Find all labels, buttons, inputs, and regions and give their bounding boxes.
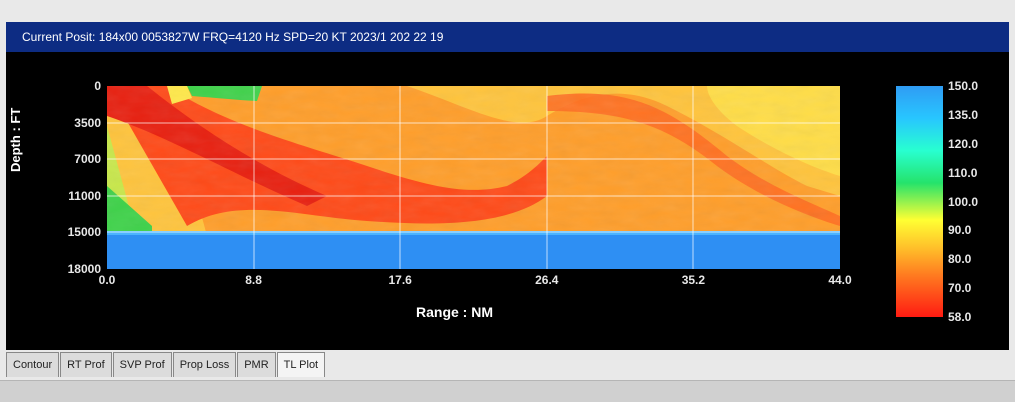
colorbar-tick-label: 70.0 <box>948 281 972 296</box>
y-tick-label: 18000 <box>67 262 101 276</box>
colorbar-tick-label: 110.0 <box>948 165 978 180</box>
tab-svp-prof[interactable]: SVP Prof <box>112 352 172 377</box>
bottom-layer <box>107 234 840 269</box>
tab-strip: Contour RT Prof SVP Prof Prop Loss PMR TL Plo… <box>6 352 326 378</box>
tab-prop-loss[interactable]: Prop Loss <box>172 352 237 377</box>
x-tick-label: 26.4 <box>535 273 559 287</box>
colorbar <box>896 86 943 317</box>
title-text: Current Posit: 184x00 0053827W FRQ=4120 … <box>22 30 444 44</box>
x-tick-label: 0.0 <box>98 273 116 287</box>
y-tick-label: 15000 <box>67 225 101 240</box>
colorbar-tick-label: 90.0 <box>948 223 972 238</box>
x-tick-label: 35.2 <box>681 273 706 287</box>
plot-panel: Depth : FT Range : NM 0 3500 7000 11000 1500… <box>6 52 1009 350</box>
bottom-layer-top <box>107 231 840 235</box>
x-tick-label: 44.0 <box>828 273 852 287</box>
y-tick-label: 3500 <box>74 115 101 130</box>
y-axis-label: Depth : FT <box>8 107 23 172</box>
texture <box>107 86 840 236</box>
grid <box>107 86 840 269</box>
colorbar-tick-label: 120.0 <box>948 136 979 151</box>
status-bar <box>0 380 1015 402</box>
x-tick-label: 17.6 <box>388 273 412 287</box>
tab-rt-prof[interactable]: RT Prof <box>60 352 112 377</box>
tab-pmr[interactable]: PMR <box>237 352 276 377</box>
x-tick-label: 8.8 <box>245 273 262 287</box>
heatmap-plot <box>107 86 840 269</box>
colorbar-tick-label: 100.0 <box>948 194 979 209</box>
y-tick-label: 0 <box>94 79 101 93</box>
title-bar: Current Posit: 184x00 0053827W FRQ=4120 … <box>6 22 1009 52</box>
x-axis-label: Range : NM <box>416 304 493 320</box>
tab-tl-plot[interactable]: TL Plot <box>276 352 326 377</box>
colorbar-tick-label: 80.0 <box>948 252 972 267</box>
colorbar-tick-label: 150.0 <box>948 79 979 93</box>
colorbar-tick-label: 58.0 <box>948 310 972 324</box>
colorbar-tick-label: 135.0 <box>948 107 979 122</box>
tab-contour[interactable]: Contour <box>6 352 60 377</box>
y-tick-label: 7000 <box>74 152 101 167</box>
y-tick-label: 11000 <box>68 188 101 203</box>
